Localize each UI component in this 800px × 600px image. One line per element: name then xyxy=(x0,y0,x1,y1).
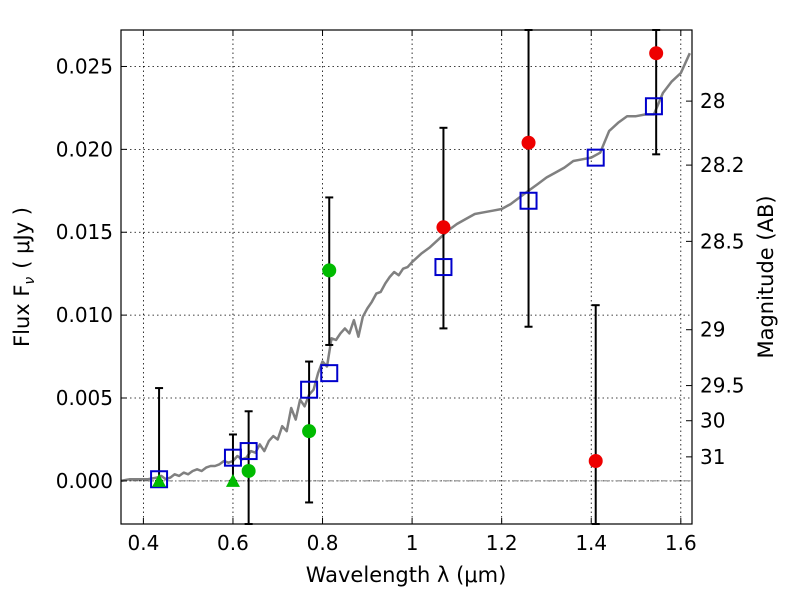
y2-tick-label: 29.5 xyxy=(700,374,745,398)
data-point xyxy=(521,135,536,150)
data-point xyxy=(588,454,603,469)
x-tick-label: 0.8 xyxy=(307,531,339,555)
y2-tick-label: 30 xyxy=(700,409,725,433)
axis-ticks xyxy=(121,30,692,524)
x-tick-label: 1.6 xyxy=(665,531,697,555)
y2-tick-label: 31 xyxy=(700,445,725,469)
y-axis-label-unit: ( μJy ) xyxy=(10,207,34,269)
y-tick-label: 0.005 xyxy=(56,386,113,410)
data-point xyxy=(649,46,664,61)
y-axis-label-main: Flux F xyxy=(10,285,34,347)
model-square xyxy=(300,380,319,399)
data-point xyxy=(322,263,337,278)
model-spectrum xyxy=(120,52,691,483)
model-square xyxy=(150,470,169,489)
upper-limit-marker xyxy=(225,473,240,487)
observed-points xyxy=(152,46,664,487)
y2-axis-label: Magnitude (AB) xyxy=(754,195,778,358)
model-square xyxy=(586,148,605,167)
y2-tick-label: 28.5 xyxy=(700,229,745,253)
x-tick-label: 0.4 xyxy=(127,531,159,555)
y-axis-label: Flux Fν ( μJy ) xyxy=(10,207,38,347)
upper-limit-marker xyxy=(152,473,167,487)
grid-lines xyxy=(121,30,692,524)
y2-tick-label: 28 xyxy=(700,89,725,113)
x-tick-labels: 0.4 0.6 0.8 1 1.2 1.4 1.6 xyxy=(127,531,696,555)
y2-tick-label: 29 xyxy=(700,318,725,342)
y-tick-label: 0.015 xyxy=(56,220,113,244)
model-square xyxy=(434,258,453,277)
x-tick-label: 1.4 xyxy=(575,531,607,555)
data-point xyxy=(241,463,256,478)
model-square xyxy=(519,191,538,210)
plot-frame xyxy=(120,29,693,525)
y-tick-label: 0.025 xyxy=(56,54,113,78)
y2-tick-labels: 28 28.2 28.5 29 29.5 30 31 xyxy=(700,89,745,469)
x-tick-label: 0.6 xyxy=(217,531,249,555)
y-axis-label-subscript: ν xyxy=(22,277,38,285)
data-point xyxy=(436,220,451,235)
model-square xyxy=(644,97,663,116)
y-tick-label: 0.000 xyxy=(56,469,113,493)
data-point xyxy=(302,424,317,439)
model-square xyxy=(320,364,339,383)
x-axis-label: Wavelength λ (μm) xyxy=(306,563,507,587)
model-photometry xyxy=(150,97,663,489)
x-tick-label: 1 xyxy=(406,531,419,555)
x-tick-label: 1.2 xyxy=(486,531,518,555)
y-tick-labels: 0.000 0.005 0.010 0.015 0.020 0.025 xyxy=(56,54,113,492)
spectrum-line xyxy=(120,52,691,483)
y2-tick-label: 28.2 xyxy=(700,153,745,177)
model-square xyxy=(239,442,258,461)
y-tick-label: 0.010 xyxy=(56,303,113,327)
y-tick-label: 0.020 xyxy=(56,137,113,161)
